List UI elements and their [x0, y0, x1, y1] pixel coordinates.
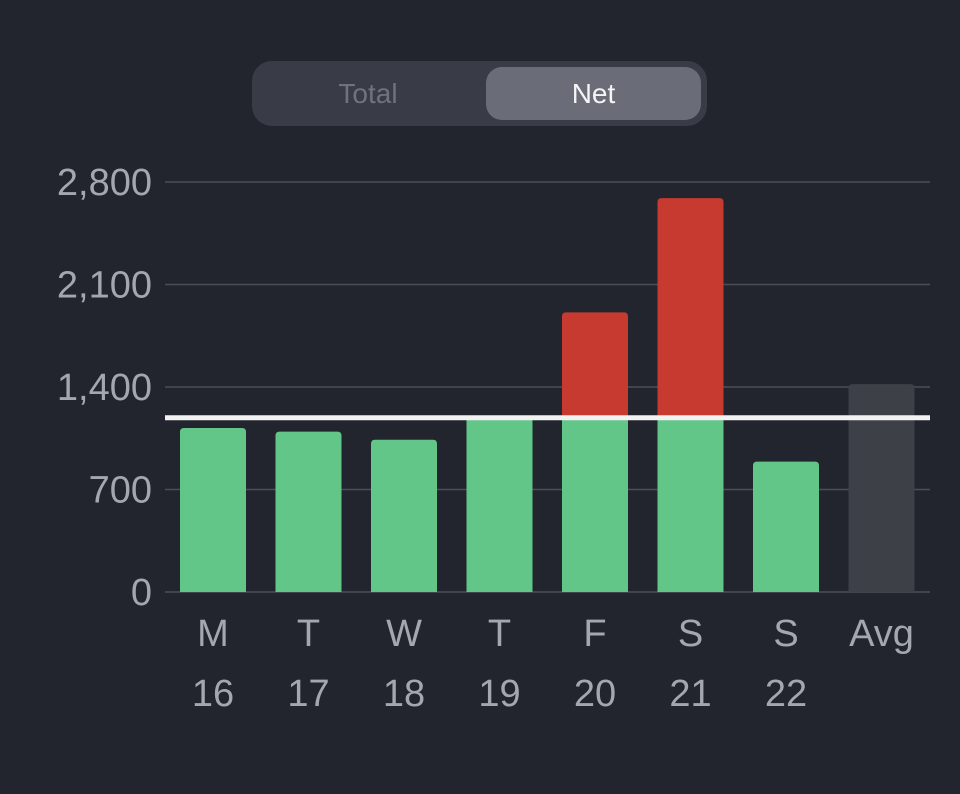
y-tick-label: 2,100 — [57, 265, 152, 307]
x-label-date: 17 — [287, 673, 329, 715]
bar-under-goal-portion — [657, 417, 724, 592]
bar-under-goal-portion — [466, 417, 533, 592]
x-label-date: 21 — [669, 673, 711, 715]
total-net-toggle: Total Net — [252, 61, 707, 126]
x-label-day: M — [197, 613, 229, 655]
bars — [180, 198, 915, 592]
bar — [371, 439, 437, 592]
x-axis-labels: M 16 T 17 W 18 T 19 F 20 S 21 S 22 Avg — [192, 613, 914, 715]
bar-over-goal-portion — [562, 312, 628, 418]
x-label-date: 20 — [574, 673, 616, 715]
x-label-day: T — [297, 613, 320, 655]
x-label-date: 18 — [383, 673, 425, 715]
x-label-day: W — [386, 613, 422, 655]
y-tick-label: 0 — [131, 572, 152, 614]
y-tick-label: 700 — [89, 470, 152, 512]
tab-net[interactable]: Net — [486, 67, 701, 120]
bar-average — [848, 384, 915, 592]
x-label-day: S — [773, 613, 798, 655]
y-tick-label: 2,800 — [57, 162, 152, 204]
y-axis-tick-labels: 0 700 1,400 2,100 2,800 — [57, 162, 152, 614]
bar — [753, 461, 819, 592]
y-tick-label: 1,400 — [57, 367, 152, 409]
x-label-day: Avg — [849, 613, 914, 655]
bar — [180, 428, 246, 592]
x-label-day: T — [488, 613, 511, 655]
tab-total[interactable]: Total — [338, 78, 398, 109]
x-label-date: 16 — [192, 673, 234, 715]
x-label-day: F — [583, 613, 606, 655]
bar-over-goal-portion — [657, 198, 724, 418]
x-label-date: 19 — [478, 673, 520, 715]
x-label-day: S — [678, 613, 703, 655]
bar — [275, 431, 342, 592]
bar-under-goal-portion — [562, 417, 628, 592]
x-label-date: 22 — [765, 673, 807, 715]
